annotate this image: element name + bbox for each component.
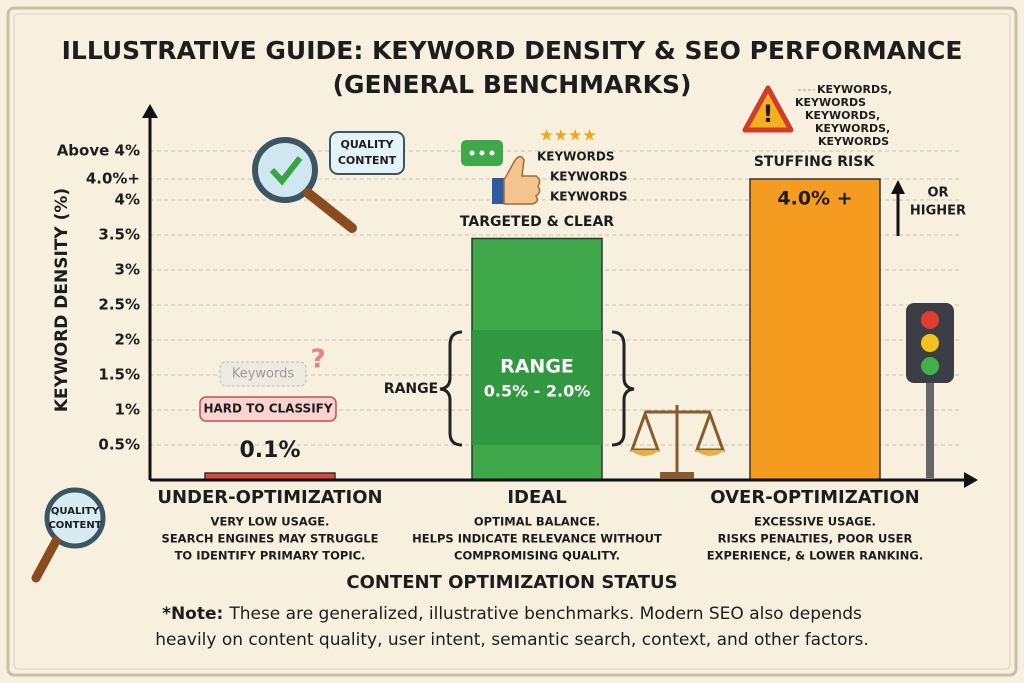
range-side-label: RANGE	[384, 381, 438, 397]
description: OPTIMAL BALANCE.	[474, 515, 600, 529]
quality-label: QUALITY	[340, 138, 394, 151]
x-tick-label: UNDER-OPTIMIZATION	[157, 487, 382, 508]
light-yellow	[921, 334, 939, 352]
x-tick-label: OVER-OPTIMIZATION	[710, 487, 919, 508]
x-tick-label: IDEAL	[507, 487, 566, 508]
value-label: 0.1%	[239, 438, 300, 463]
stuffing-risk: STUFFING RISK	[754, 154, 875, 170]
hard-to-classify: HARD TO CLASSIFY	[203, 402, 332, 416]
description: TO IDENTIFY PRIMARY TOPIC.	[175, 549, 366, 563]
y-arrow	[142, 104, 158, 118]
pole	[926, 380, 934, 478]
scale-pan	[695, 450, 725, 456]
note-line: heavily on content quality, user intent,…	[155, 630, 869, 650]
description: VERY LOW USAGE.	[211, 515, 330, 529]
stuffing-keyword: KEYWORDS	[795, 96, 866, 109]
stuffing-keyword: KEYWORDS	[818, 135, 889, 148]
note-line: These are generalized, illustrative benc…	[228, 604, 862, 624]
magnifier	[252, 137, 318, 203]
description: RISKS PENALTIES, POOR USER	[718, 532, 913, 546]
stars: ★★★★	[539, 126, 596, 145]
brace-right	[611, 330, 635, 447]
description: SEARCH ENGINES MAY STRUGGLE	[162, 532, 379, 546]
or-higher: HIGHER	[910, 204, 966, 219]
y-tick-label: 3.5%	[98, 226, 140, 244]
x-axis-label: CONTENT OPTIMIZATION STATUS	[346, 572, 677, 593]
stuffing-keyword: KEYWORDS,	[815, 122, 890, 135]
y-tick-label: 4.0%+	[86, 170, 140, 188]
over-label: 4.0% +	[777, 188, 852, 210]
magnifier	[44, 487, 106, 549]
targeted-label: TARGETED & CLEAR	[460, 214, 614, 230]
quality-label: CONTENT	[48, 520, 101, 531]
y-tick-label: 4%	[115, 191, 140, 209]
y-axis-label: KEYWORD DENSITY (%)	[52, 188, 72, 412]
description: EXPERIENCE, & LOWER RANKING.	[707, 549, 923, 563]
magnifier-handle	[303, 188, 357, 233]
quality-label: QUALITY	[51, 506, 100, 517]
magnifier-handle	[31, 536, 61, 583]
classify-box	[199, 396, 337, 422]
check	[269, 156, 303, 186]
or-higher: OR	[927, 186, 948, 201]
light-red	[921, 311, 939, 329]
ideal-keyword: KEYWORDS	[550, 170, 627, 184]
y-tick-label: 3%	[115, 261, 140, 279]
y-tick-label: 2.5%	[98, 296, 140, 314]
bar	[749, 178, 881, 481]
note: *Note: These are generalized, illustrativ…	[162, 604, 862, 624]
frame-inner	[13, 13, 1011, 670]
question-mark: ?	[310, 345, 325, 375]
warning	[742, 85, 794, 133]
frame	[6, 6, 1018, 677]
description: HELPS INDICATE RELEVANCE WITHOUT	[412, 532, 662, 546]
y-tick-label: Above 4%	[57, 142, 140, 160]
thumb-cuff	[492, 178, 504, 204]
stuffing-keyword: KEYWORDS,	[817, 83, 892, 96]
dot	[469, 150, 475, 156]
chart-title: ILLUSTRATIVE GUIDE: KEYWORD DENSITY & SE…	[62, 36, 963, 65]
keywords-box	[219, 361, 307, 387]
ideal-keyword: KEYWORDS	[550, 190, 627, 204]
quality-label: CONTENT	[338, 154, 397, 167]
brace-left	[439, 330, 463, 447]
dot	[489, 150, 495, 156]
light-green	[921, 357, 939, 375]
y-tick-label: 1.5%	[98, 366, 140, 384]
y-tick-label: 2%	[115, 331, 140, 349]
warning-mark: !	[763, 100, 774, 128]
dot	[479, 150, 485, 156]
scale-base	[660, 472, 694, 479]
keywords-faded: Keywords	[232, 367, 295, 382]
speech-bubble	[329, 131, 405, 175]
range-values: 0.5% - 2.0%	[484, 382, 591, 401]
ideal-keyword: KEYWORDS	[537, 150, 614, 164]
description: EXCESSIVE USAGE.	[754, 515, 876, 529]
x-arrow	[964, 472, 978, 488]
scale-pan	[630, 450, 660, 456]
y-tick-label: 0.5%	[98, 436, 140, 454]
range-band	[472, 330, 602, 445]
stuffing-keyword: KEYWORDS,	[805, 109, 880, 122]
range-title: RANGE	[500, 356, 574, 378]
chart-subtitle: (GENERAL BENCHMARKS)	[333, 70, 692, 99]
thumb	[503, 155, 541, 205]
up-arrow-head	[891, 180, 905, 194]
description: COMPROMISING QUALITY.	[454, 549, 620, 563]
y-tick-label: 1%	[115, 401, 140, 419]
note-label: *Note:	[162, 604, 223, 624]
